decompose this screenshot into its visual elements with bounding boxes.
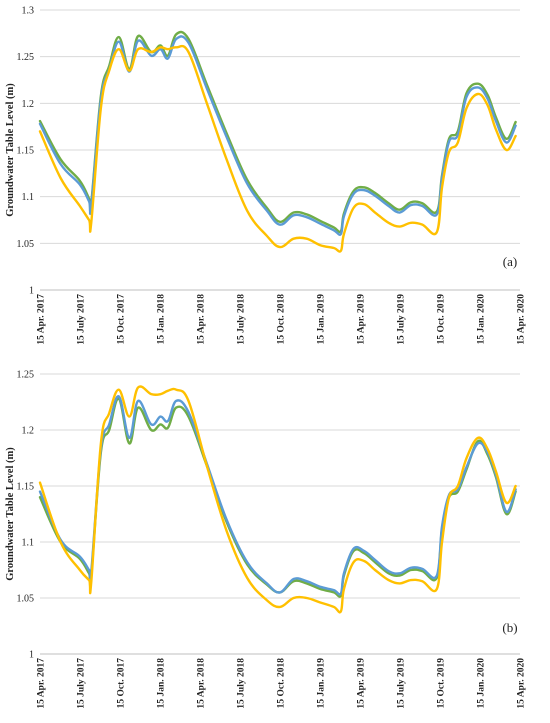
y-tick-label: 1.25 (17, 370, 35, 381)
x-tick-label: 15 Apr. 2019 (357, 294, 367, 345)
y-tick-label: 1 (29, 286, 34, 297)
series-line-1 (38, 397, 517, 598)
x-tick-label: 15 Apr. 2019 (357, 658, 367, 709)
x-tick-label: 15 July 2017 (77, 658, 87, 709)
x-tick-label: 15 July 2018 (237, 658, 247, 709)
x-tick-label: 15 Apr. 2018 (197, 294, 207, 345)
x-tick-label: 15 Jan. 2018 (157, 658, 167, 709)
series-line-1 (38, 30, 517, 234)
x-tick-label: 15 Oct. 2019 (437, 294, 447, 345)
x-tick-label: 15 Oct. 2017 (117, 658, 127, 709)
x-tick-label: 15 Apr. 2018 (197, 658, 207, 709)
x-tick-label: 15 Apr. 2020 (517, 658, 527, 709)
y-tick-label: 1.2 (22, 426, 35, 437)
panel-label: (a) (503, 254, 517, 269)
x-tick-label: 15 Apr. 2020 (517, 294, 527, 345)
y-axis-label: Groundwater Table Level (m) (5, 83, 16, 217)
series-line-2 (38, 35, 517, 236)
series-line-3 (38, 44, 517, 253)
x-tick-label: 15 Jan. 2020 (477, 294, 487, 345)
y-tick-label: 1.3 (22, 6, 35, 17)
y-tick-label: 1.2 (22, 99, 35, 110)
y-tick-label: 1.15 (17, 146, 35, 157)
panel-label: (b) (502, 620, 517, 635)
series-line-3 (38, 385, 517, 614)
x-tick-label: 15 Jan. 2018 (157, 294, 167, 345)
x-tick-label: 15 Jan. 2019 (317, 658, 327, 709)
y-axis-label: Groundwater Table Level (m) (5, 447, 16, 581)
y-tick-label: 1 (29, 650, 34, 661)
y-tick-label: 1.1 (22, 538, 35, 549)
y-tick-label: 1.05 (17, 239, 35, 250)
x-tick-label: 15 July 2018 (237, 294, 247, 345)
x-tick-label: 15 July 2017 (77, 294, 87, 345)
x-tick-label: 15 Jan. 2020 (477, 658, 487, 709)
y-tick-label: 1.15 (17, 482, 35, 493)
y-tick-label: 1.1 (22, 192, 35, 203)
x-tick-label: 15 Apr. 2017 (37, 294, 47, 345)
y-tick-label: 1.05 (17, 594, 35, 605)
x-tick-label: 15 Oct. 2018 (277, 294, 287, 345)
x-tick-label: 15 July 2019 (397, 658, 407, 709)
chart-panel-2: 1 1.05 1.1 1.15 1.2 1.25 15 Apr. 2017 15 July 2… (5, 370, 527, 709)
x-tick-label: 15 Oct. 2018 (277, 658, 287, 709)
y-tick-label: 1.25 (17, 52, 35, 63)
x-tick-label: 15 Apr. 2017 (37, 658, 47, 709)
chart-panel-1: 1 1.05 1.1 1.15 1.2 1.25 1.3 15 Apr. 2017 15 Jul… (5, 6, 527, 345)
x-tick-label: 15 July 2019 (397, 294, 407, 345)
x-tick-label: 15 Oct. 2019 (437, 658, 447, 709)
x-tick-label: 15 Jan. 2019 (317, 294, 327, 345)
x-tick-label: 15 Oct. 2017 (117, 294, 127, 345)
